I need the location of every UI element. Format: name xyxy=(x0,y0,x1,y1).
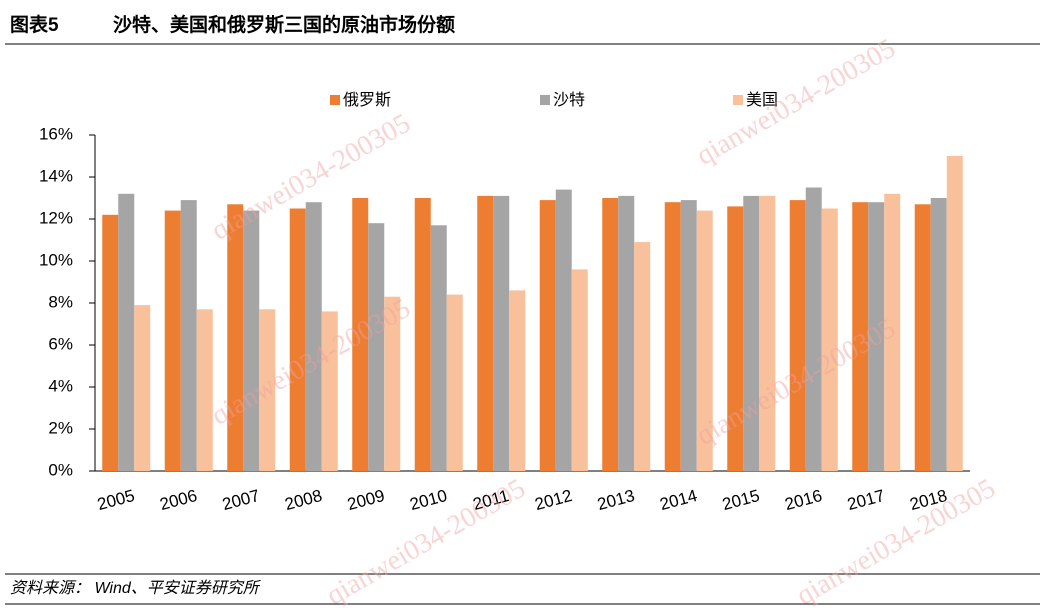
bar xyxy=(196,309,213,471)
bar xyxy=(352,198,369,471)
legend-swatch xyxy=(330,95,340,105)
bar xyxy=(118,193,135,472)
bar xyxy=(289,208,306,471)
y-tick-label: 8% xyxy=(48,292,73,311)
x-tick-label: 2005 xyxy=(95,486,136,514)
x-tick-label: 2009 xyxy=(345,486,386,514)
x-tick-label: 2016 xyxy=(783,486,824,514)
y-tick-label: 2% xyxy=(48,418,73,437)
bar xyxy=(493,195,510,471)
bar xyxy=(368,223,385,471)
bar xyxy=(759,195,776,471)
bar xyxy=(259,309,276,471)
y-tick-label: 16% xyxy=(39,124,73,143)
bar xyxy=(743,195,760,471)
bar xyxy=(227,204,244,472)
bar xyxy=(430,225,447,471)
bar xyxy=(789,200,806,471)
bar xyxy=(571,269,588,471)
legend-label: 沙特 xyxy=(553,91,585,109)
bar xyxy=(884,193,901,472)
bar xyxy=(102,214,119,472)
watermark: qianwei034-200305 xyxy=(691,33,900,172)
bar xyxy=(914,204,931,472)
x-tick-label: 2013 xyxy=(595,486,636,514)
y-tick-label: 12% xyxy=(39,208,73,227)
x-tick-label: 2010 xyxy=(408,486,449,514)
x-tick-label: 2006 xyxy=(158,486,199,514)
watermark: qianwei034-200305 xyxy=(791,473,1000,610)
bar xyxy=(696,210,713,471)
x-tick-label: 2008 xyxy=(283,486,324,514)
bar xyxy=(946,156,963,471)
y-tick-label: 0% xyxy=(48,460,73,479)
bar xyxy=(852,202,869,471)
bar xyxy=(414,198,431,471)
chart-title: 沙特、美国和俄罗斯三国的原油市场份额 xyxy=(113,13,455,36)
bar xyxy=(477,195,494,471)
y-tick-label: 10% xyxy=(39,250,73,269)
bar xyxy=(180,200,197,471)
bar xyxy=(634,242,651,471)
y-tick-label: 6% xyxy=(48,334,73,353)
bar xyxy=(243,210,260,471)
bar xyxy=(664,202,681,471)
bar xyxy=(868,202,885,471)
bar xyxy=(446,294,463,471)
source: 资料来源： Wind、平安证券研究所 xyxy=(10,579,262,597)
legend-swatch xyxy=(733,95,743,105)
bar xyxy=(930,198,947,471)
bar xyxy=(602,198,619,471)
x-tick-label: 2007 xyxy=(220,486,261,514)
bar xyxy=(618,195,635,471)
y-tick-label: 14% xyxy=(39,166,73,185)
bar xyxy=(305,202,322,471)
legend-label: 美国 xyxy=(746,91,778,109)
bar xyxy=(805,187,822,471)
bar xyxy=(384,296,401,471)
bar xyxy=(164,210,181,471)
bar xyxy=(134,305,151,471)
x-tick-label: 2014 xyxy=(658,486,699,514)
bar xyxy=(821,208,838,471)
x-tick-label: 2012 xyxy=(533,486,574,514)
x-tick-label: 2017 xyxy=(845,486,886,514)
legend-label: 俄罗斯 xyxy=(343,91,391,109)
bar xyxy=(539,200,556,471)
bar xyxy=(321,311,338,471)
y-tick-label: 4% xyxy=(48,376,73,395)
bar xyxy=(509,290,526,471)
bar xyxy=(680,200,697,471)
legend-swatch xyxy=(540,95,550,105)
figure-label: 图表5 xyxy=(10,13,59,36)
bar xyxy=(555,189,572,471)
x-tick-label: 2015 xyxy=(720,486,761,514)
bar xyxy=(727,206,744,471)
